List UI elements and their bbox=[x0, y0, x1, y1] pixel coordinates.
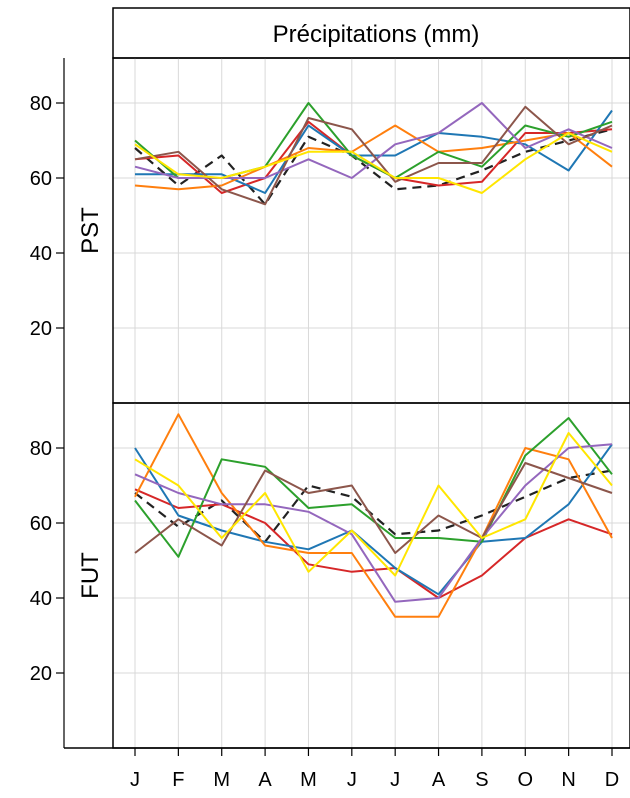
y-tick-label: 80 bbox=[30, 93, 52, 115]
series-line-8 bbox=[134, 132, 613, 194]
x-tick-label: M bbox=[213, 769, 230, 791]
y-tick-label: 40 bbox=[30, 588, 52, 610]
panel-label-fut: FUT bbox=[77, 552, 104, 599]
x-tick-label: A bbox=[258, 769, 272, 791]
chart-title: Précipitations (mm) bbox=[273, 21, 480, 48]
series-line-2 bbox=[134, 120, 613, 194]
x-tick-label: F bbox=[172, 769, 184, 791]
x-tick-label: J bbox=[130, 769, 140, 791]
series-line-4 bbox=[134, 413, 613, 618]
x-tick-label: J bbox=[347, 769, 357, 791]
series-line-1 bbox=[134, 128, 613, 206]
series-line-2 bbox=[134, 488, 613, 599]
y-tick-label: 60 bbox=[30, 513, 52, 535]
y-tick-label: 20 bbox=[30, 663, 52, 685]
series-line-5 bbox=[134, 417, 613, 558]
x-tick-label: A bbox=[432, 769, 446, 791]
series-line-4 bbox=[134, 124, 613, 191]
x-tick-label: M bbox=[300, 769, 317, 791]
panel-frame bbox=[112, 57, 630, 404]
y-tick-label: 20 bbox=[30, 318, 52, 340]
series-line-6 bbox=[134, 443, 613, 603]
x-tick-label: D bbox=[605, 769, 619, 791]
series-line-7 bbox=[134, 105, 613, 206]
series-line-8 bbox=[134, 432, 613, 577]
y-tick-label: 80 bbox=[30, 438, 52, 460]
title-strip: Précipitations (mm) bbox=[112, 7, 630, 59]
panel-label-pst: PST bbox=[77, 207, 104, 254]
x-tick-label: J bbox=[390, 769, 400, 791]
y-tick-label: 40 bbox=[30, 243, 52, 265]
series-line-7 bbox=[134, 462, 613, 554]
panel-pst: 20 40 60 80 PST bbox=[30, 57, 630, 404]
x-tick-label: N bbox=[561, 769, 575, 791]
x-tick-label: S bbox=[475, 769, 488, 791]
panel-fut: 20 40 60 80 FUT bbox=[30, 402, 630, 749]
y-tick-label: 60 bbox=[30, 168, 52, 190]
x-tick-label: O bbox=[517, 769, 533, 791]
